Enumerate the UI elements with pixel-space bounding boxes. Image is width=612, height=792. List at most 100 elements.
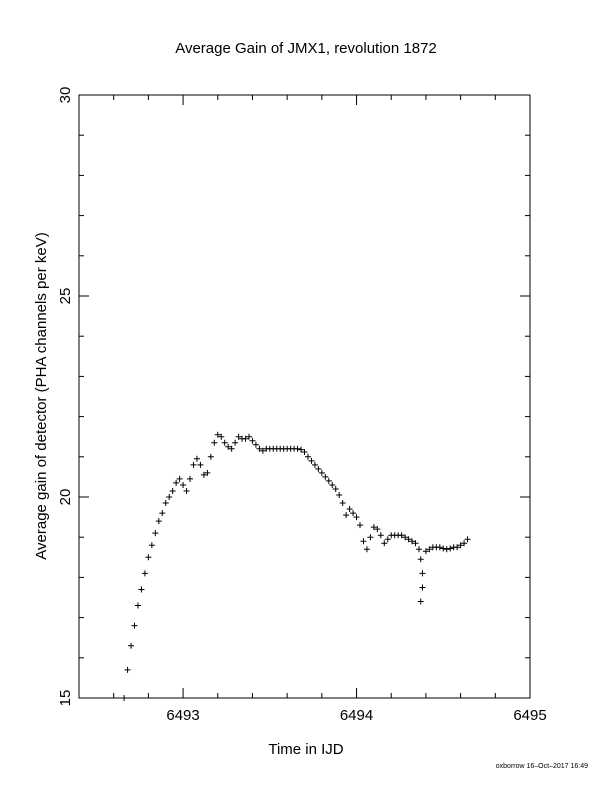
data-point <box>363 546 370 553</box>
data-point <box>325 477 332 484</box>
x-tick-label: 6495 <box>513 707 546 724</box>
data-point <box>141 570 148 577</box>
data-point <box>166 494 173 500</box>
data-point <box>162 500 169 507</box>
data-point <box>197 461 204 468</box>
data-point <box>131 622 138 629</box>
data-point <box>398 532 405 539</box>
data-point <box>422 548 429 555</box>
y-axis-label: Average gain of detector (PHA channels p… <box>33 232 50 559</box>
data-point <box>301 448 308 455</box>
data-point <box>322 473 329 480</box>
data-point <box>329 481 336 488</box>
data-point <box>447 545 454 552</box>
data-point <box>193 455 200 462</box>
data-point <box>207 453 214 460</box>
data-point <box>409 538 416 545</box>
data-points <box>121 431 471 701</box>
data-point <box>336 491 343 498</box>
data-point <box>249 437 256 444</box>
data-point <box>370 524 377 531</box>
tick-labels: 6493 6494 6495 15 20 25 30 <box>57 87 547 724</box>
data-point <box>225 443 232 450</box>
data-point <box>457 542 464 549</box>
data-point <box>304 453 311 460</box>
data-point <box>190 461 197 468</box>
chart-title: Average Gain of JMX1, revolution 1872 <box>175 40 437 57</box>
data-point <box>412 540 419 547</box>
data-point <box>183 487 190 494</box>
data-point <box>343 512 350 519</box>
data-point <box>145 554 152 561</box>
data-point <box>152 530 159 537</box>
x-tick-label: 6494 <box>340 707 373 724</box>
data-point <box>454 544 461 551</box>
data-point <box>367 534 374 541</box>
data-point <box>419 584 426 591</box>
data-point <box>121 695 128 701</box>
data-point <box>173 479 180 486</box>
x-tick-label: 6493 <box>166 707 199 724</box>
data-point <box>138 586 145 593</box>
x-axis-label: Time in IJD <box>268 741 343 758</box>
data-point <box>232 439 239 446</box>
y-tick-label: 20 <box>57 489 74 506</box>
data-point <box>346 506 353 513</box>
data-point <box>169 487 176 494</box>
data-point <box>259 447 266 454</box>
data-point <box>384 536 391 543</box>
data-point <box>256 445 263 452</box>
data-point <box>315 465 322 472</box>
footer-credit: oxborrow 16–Oct–2017 16:49 <box>496 763 588 770</box>
axis-ticks <box>78 94 531 699</box>
data-point <box>298 446 305 453</box>
data-point <box>128 642 135 649</box>
data-point <box>339 500 346 507</box>
data-point <box>252 441 259 448</box>
data-point <box>159 510 166 517</box>
data-point <box>419 570 426 577</box>
y-tick-label: 25 <box>57 288 74 305</box>
data-point <box>242 435 249 442</box>
data-point <box>318 469 325 476</box>
data-point <box>332 485 339 492</box>
data-point <box>134 602 141 609</box>
data-point <box>374 526 381 533</box>
data-point <box>417 598 424 605</box>
data-point <box>415 546 422 553</box>
data-point <box>200 471 207 478</box>
data-point <box>204 469 211 476</box>
data-point <box>381 540 388 547</box>
data-point <box>245 433 252 440</box>
data-point <box>440 545 447 552</box>
data-point <box>211 439 218 446</box>
data-point <box>405 536 412 543</box>
data-point <box>436 544 443 551</box>
data-point <box>402 534 409 541</box>
data-point <box>221 439 228 446</box>
data-point <box>294 445 301 452</box>
data-point <box>176 475 183 482</box>
y-tick-label: 15 <box>57 690 74 707</box>
data-point <box>464 536 471 543</box>
y-tick-label: 30 <box>57 87 74 104</box>
plot-frame <box>78 94 531 699</box>
data-point <box>228 445 235 452</box>
data-point <box>180 481 187 488</box>
data-point <box>360 538 367 545</box>
data-point <box>426 546 433 553</box>
data-point <box>235 433 242 440</box>
data-point <box>214 431 221 438</box>
data-point <box>443 546 450 553</box>
data-point <box>377 532 384 539</box>
data-point <box>124 666 131 673</box>
data-point <box>357 522 364 529</box>
data-point <box>350 510 357 517</box>
data-point <box>187 475 194 482</box>
data-point <box>311 461 318 468</box>
data-point <box>308 457 315 464</box>
data-point <box>155 518 162 525</box>
data-point <box>461 540 468 547</box>
data-point <box>353 514 360 521</box>
